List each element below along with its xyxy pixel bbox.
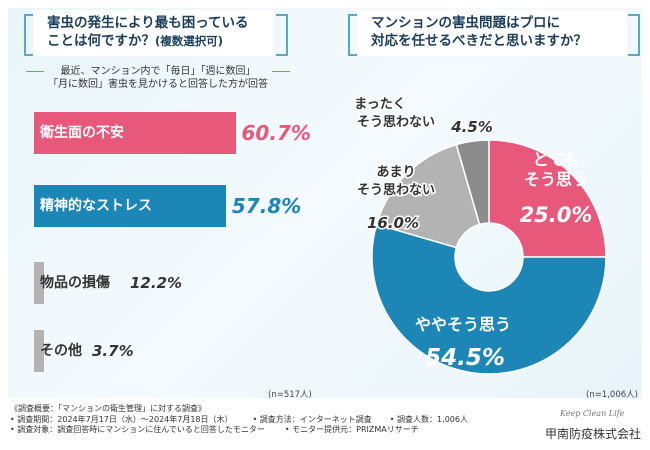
bar-2	[34, 185, 226, 227]
donut-label-2-line-1: ややそう思う	[415, 315, 511, 334]
left-question-bracket-left	[24, 14, 36, 56]
right-question-line1: マンションの害虫問題はプロに	[371, 15, 560, 31]
left-question-line2: ことは何ですか？	[47, 33, 155, 49]
donut-label-1-line-1: とても	[533, 150, 580, 169]
donut-label-3-line-2: そう思わない	[357, 183, 435, 198]
donut-chart-sample-size: (n=1,006人)	[586, 390, 638, 400]
bar-value-3: 12.2%	[130, 274, 183, 292]
left-question-multi-select-note: (複数選択可)	[155, 34, 224, 48]
bar-3	[34, 262, 44, 304]
bar-1	[34, 112, 236, 154]
bar-label-4: その他	[40, 343, 82, 359]
left-question-line1: 害虫の発生により最も困っている	[47, 15, 249, 31]
brand-name: 甲南防疫株式会社	[545, 427, 642, 441]
bar-chart-sample-size: (n=517人)	[268, 390, 312, 400]
survey-target: • 調査対象：調査回答時にマンションに住んでいると回答したモニター	[10, 425, 265, 434]
bar-label-2: 精神的なストレス	[40, 198, 152, 214]
bar-4	[34, 330, 44, 372]
bar-label-1: 衛生面の不安	[40, 125, 124, 141]
donut-label-1-line-2: そう思う	[524, 170, 588, 189]
note-rule-left	[26, 71, 44, 72]
right-question-bracket-left	[348, 14, 360, 56]
right-question: マンションの害虫問題はプロに 対応を任せるべきだと思いますか？	[357, 10, 627, 56]
bar-value-4: 3.7%	[92, 342, 134, 360]
donut-slice-4	[455, 139, 490, 226]
survey-title: 《調査概要：「マンションの衛生管理」に対する調査》	[10, 404, 206, 413]
donut-slice-1	[488, 139, 607, 258]
brand-tagline: Keep Clean Life	[560, 409, 625, 418]
survey-period: • 調査期間：2024年7月17日（水）～2024年7月18日（木）	[10, 414, 233, 424]
left-question: 害虫の発生により最も困っている ことは何ですか？(複数選択可)	[33, 10, 273, 56]
survey-method: • 調査方法：インターネット調査	[252, 414, 372, 424]
donut-slice-2	[371, 223, 607, 375]
note-rule-right	[272, 71, 290, 72]
survey-provider: • モニター提供元：PRIZMAリサーチ	[284, 425, 419, 434]
right-question-bracket-right	[628, 14, 640, 56]
donut-value-1: 25.0%	[520, 203, 593, 227]
respondent-condition-note: 最近、マンション内で「毎日」「週に数回」 「月に数回」害虫を見かけると回答した方…	[26, 65, 290, 91]
left-question-bracket-right	[276, 14, 288, 56]
donut-slice-3	[375, 143, 481, 249]
bar-label-3: 物品の損傷	[40, 275, 110, 291]
donut-label-4-line-2: そう思わない	[357, 115, 435, 130]
donut-value-2: 54.5%	[425, 345, 505, 371]
donut-label-4-line-1: まったく	[354, 97, 405, 112]
donut-value-3: 16.0%	[367, 214, 419, 232]
survey-footer: 《調査概要：「マンションの衛生管理」に対する調査》 • 調査期間：2024年7月…	[10, 404, 530, 436]
right-question-line2: 対応を任せるべきだと思いますか？	[371, 33, 587, 49]
donut-label-3-line-1: あまり	[376, 165, 415, 180]
donut-value-4: 4.5%	[450, 118, 493, 136]
bar-value-1: 60.7%	[241, 121, 311, 145]
note-line2: 「月に数回」害虫を見かけると回答した方が回答	[48, 79, 268, 90]
note-line1: 最近、マンション内で「毎日」「週に数回」	[60, 66, 256, 77]
bar-value-2: 57.8%	[231, 194, 302, 218]
survey-respondents: • 調査人数：1,006人	[389, 414, 468, 424]
